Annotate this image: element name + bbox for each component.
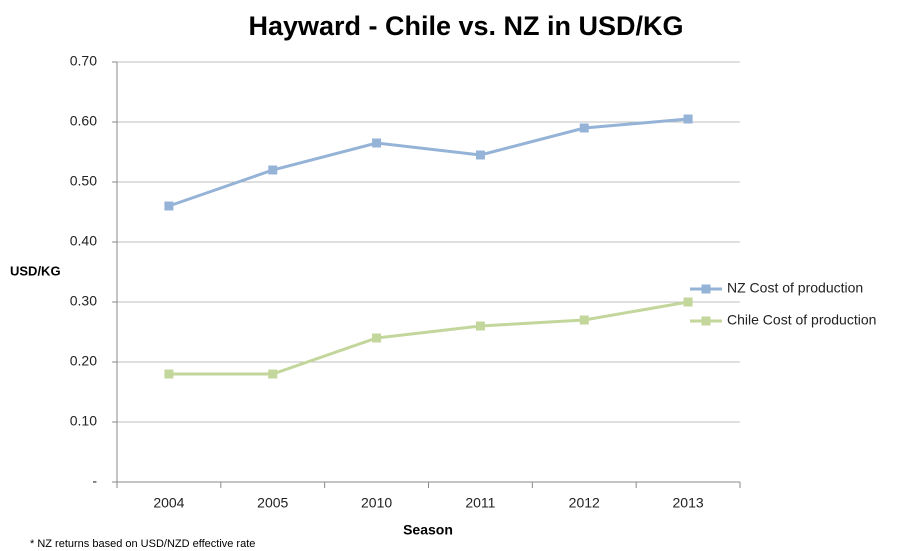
legend-label: Chile Cost of production	[727, 312, 876, 328]
x-tick-label: 2010	[361, 495, 392, 511]
x-tick-label: 2013	[673, 495, 704, 511]
chart-title: Hayward - Chile vs. NZ in USD/KG	[248, 11, 683, 41]
legend-marker	[701, 316, 711, 326]
x-tick-label: 2012	[569, 495, 600, 511]
y-tick-label: 0.30	[70, 293, 97, 309]
series-line	[168, 117, 689, 208]
y-axis-label: USD/KG	[10, 263, 61, 278]
point-marker	[683, 297, 693, 307]
y-tick-label: 0.60	[70, 113, 97, 129]
y-tick-label: 0.10	[70, 413, 97, 429]
point-marker	[268, 165, 278, 175]
y-tick-label: 0.70	[70, 53, 97, 69]
x-tick-label: 2011	[465, 495, 495, 511]
point-marker	[268, 369, 278, 379]
point-marker	[372, 138, 382, 148]
x-axis-label: Season	[403, 522, 453, 538]
y-tick-label: -	[92, 473, 97, 489]
y-tick-label: 0.50	[70, 173, 97, 189]
point-marker	[579, 123, 589, 133]
x-tick-label: 2005	[257, 495, 288, 511]
footnote: * NZ returns based on USD/NZD effective …	[30, 538, 255, 550]
point-marker	[579, 315, 589, 325]
point-marker	[164, 201, 174, 211]
point-marker	[164, 369, 174, 379]
x-tick-label: 2004	[153, 495, 184, 511]
point-marker	[372, 333, 382, 343]
point-marker	[475, 321, 485, 331]
y-tick-label: 0.20	[70, 353, 97, 369]
point-marker	[475, 150, 485, 160]
series-line	[168, 300, 689, 376]
point-marker	[683, 114, 693, 124]
legend-marker	[701, 284, 711, 294]
y-tick-label: 0.40	[70, 233, 97, 249]
legend-label: NZ Cost of production	[727, 280, 863, 296]
